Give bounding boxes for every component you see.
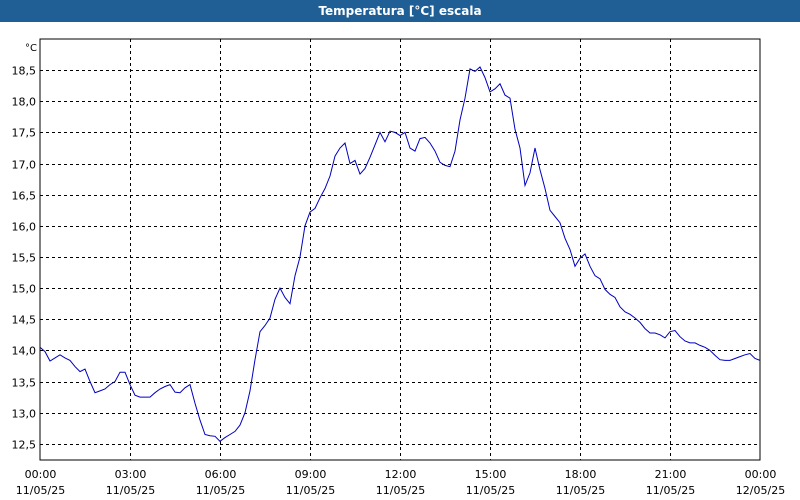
y-tick-label: 16,0 — [12, 221, 37, 234]
x-tick-time: 21:00 — [655, 468, 687, 481]
x-tick-date: 11/05/25 — [196, 484, 245, 497]
y-tick-label: 16,5 — [12, 190, 37, 203]
y-tick-label: 17,5 — [12, 127, 37, 140]
x-tick-date: 11/05/25 — [466, 484, 515, 497]
y-tick-label: 14,0 — [12, 345, 37, 358]
x-tick-time: 06:00 — [205, 468, 237, 481]
y-tick-label: 12,5 — [12, 439, 37, 452]
y-tick-label: 18,0 — [12, 96, 37, 109]
y-tick-label: 18,5 — [12, 65, 37, 78]
x-tick-date: 11/05/25 — [16, 484, 65, 497]
chart-title: Temperatura [°C] escala — [318, 4, 482, 18]
y-unit-label: °C — [25, 43, 37, 54]
x-tick-date: 11/05/25 — [286, 484, 335, 497]
x-tick-time: 00:00 — [745, 468, 777, 481]
y-tick-label: 13,0 — [12, 408, 37, 421]
x-tick-date: 11/05/25 — [106, 484, 155, 497]
x-tick-time: 00:00 — [25, 468, 57, 481]
y-tick-label: 14,5 — [12, 314, 37, 327]
x-tick-date: 12/05/25 — [736, 484, 785, 497]
temperature-chart: 12,5 13,0 13,5 14,0 14,5 15,0 15,5 16,0 16,5 17,0… — [12, 38, 785, 497]
x-tick-date: 11/05/25 — [556, 484, 605, 497]
y-tick-label: 13,5 — [12, 377, 37, 390]
x-tick-date: 11/05/25 — [646, 484, 695, 497]
y-tick-label: 15,0 — [12, 283, 37, 296]
x-tick-time: 09:00 — [295, 468, 327, 481]
x-tick-date: 11/05/25 — [376, 484, 425, 497]
x-tick-time: 15:00 — [475, 468, 507, 481]
x-tick-time: 18:00 — [565, 468, 597, 481]
title-bar: Temperatura [°C] escala — [0, 0, 800, 22]
x-tick-time: 12:00 — [385, 468, 417, 481]
temperature-series-line — [39, 66, 761, 442]
y-tick-label: 17,0 — [12, 159, 37, 172]
x-tick-time: 03:00 — [115, 468, 147, 481]
y-tick-label: 15,5 — [12, 252, 37, 265]
